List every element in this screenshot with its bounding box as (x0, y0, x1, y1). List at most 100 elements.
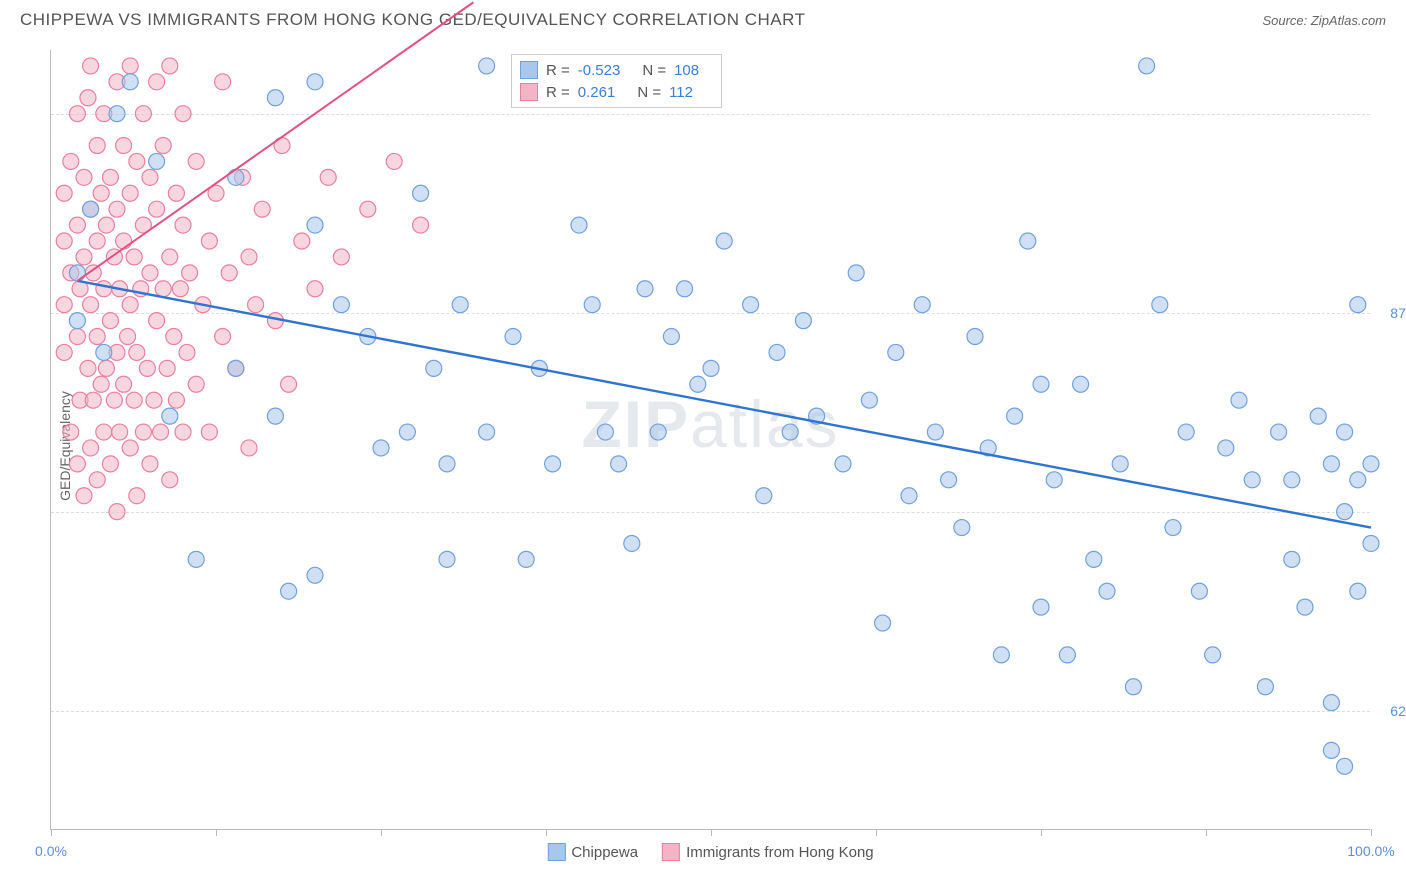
x-tick (216, 829, 217, 836)
data-point (135, 106, 151, 122)
data-point (80, 90, 96, 106)
data-point (637, 281, 653, 297)
scatter-svg (51, 50, 1370, 829)
data-point (795, 313, 811, 329)
data-point (159, 360, 175, 376)
trend-line (77, 2, 473, 281)
data-point (914, 297, 930, 313)
chart-source: Source: ZipAtlas.com (1262, 13, 1386, 28)
legend-item-1: Immigrants from Hong Kong (662, 843, 874, 861)
data-point (1007, 408, 1023, 424)
data-point (83, 58, 99, 74)
data-point (1244, 472, 1260, 488)
data-point (129, 153, 145, 169)
data-point (597, 424, 613, 440)
data-point (142, 265, 158, 281)
legend-item-0: Chippewa (547, 843, 638, 861)
data-point (954, 520, 970, 536)
data-point (307, 217, 323, 233)
data-point (102, 456, 118, 472)
data-point (426, 360, 442, 376)
data-point (267, 90, 283, 106)
stats-legend-box: R = -0.523 N = 108 R = 0.261 N = 112 (511, 54, 722, 108)
y-tick-label: 87.5% (1390, 305, 1406, 321)
data-point (769, 344, 785, 360)
data-point (142, 169, 158, 185)
chart-title: CHIPPEWA VS IMMIGRANTS FROM HONG KONG GE… (20, 10, 805, 30)
data-point (120, 329, 136, 345)
data-point (518, 551, 534, 567)
data-point (139, 360, 155, 376)
data-point (1363, 456, 1379, 472)
data-point (1284, 472, 1300, 488)
data-point (102, 169, 118, 185)
data-point (1337, 504, 1353, 520)
data-point (743, 297, 759, 313)
data-point (69, 217, 85, 233)
data-point (102, 313, 118, 329)
stat-r-0: -0.523 (578, 62, 621, 79)
data-point (56, 297, 72, 313)
data-point (155, 281, 171, 297)
data-point (452, 297, 468, 313)
x-tick (711, 829, 712, 836)
data-point (149, 313, 165, 329)
data-point (1218, 440, 1234, 456)
data-point (188, 153, 204, 169)
data-point (967, 329, 983, 345)
legend-label-1: Immigrants from Hong Kong (686, 844, 874, 861)
data-point (1297, 599, 1313, 615)
data-point (116, 138, 132, 154)
data-point (85, 392, 101, 408)
chart-header: CHIPPEWA VS IMMIGRANTS FROM HONG KONG GE… (0, 0, 1406, 36)
stat-n-label: N = (637, 84, 661, 101)
data-point (76, 249, 92, 265)
x-tick (51, 829, 52, 836)
data-point (56, 233, 72, 249)
data-point (1046, 472, 1062, 488)
data-point (153, 424, 169, 440)
data-point (89, 138, 105, 154)
data-point (126, 392, 142, 408)
trend-line (77, 281, 1371, 528)
data-point (215, 74, 231, 90)
data-point (109, 504, 125, 520)
data-point (1310, 408, 1326, 424)
data-point (122, 297, 138, 313)
data-point (63, 424, 79, 440)
stats-row-0: R = -0.523 N = 108 (520, 59, 713, 81)
data-point (122, 58, 138, 74)
data-point (281, 376, 297, 392)
data-point (1165, 520, 1181, 536)
data-point (1152, 297, 1168, 313)
data-point (1350, 297, 1366, 313)
data-point (162, 249, 178, 265)
data-point (624, 535, 640, 551)
data-point (1231, 392, 1247, 408)
data-point (875, 615, 891, 631)
x-tick (1371, 829, 1372, 836)
data-point (1178, 424, 1194, 440)
data-point (373, 440, 389, 456)
data-point (175, 424, 191, 440)
data-point (584, 297, 600, 313)
data-point (89, 472, 105, 488)
data-point (116, 376, 132, 392)
data-point (149, 201, 165, 217)
data-point (320, 169, 336, 185)
data-point (413, 217, 429, 233)
data-point (294, 233, 310, 249)
data-point (76, 169, 92, 185)
data-point (1350, 583, 1366, 599)
data-point (96, 424, 112, 440)
y-tick-label: 62.5% (1390, 703, 1406, 719)
data-point (941, 472, 957, 488)
data-point (175, 217, 191, 233)
x-tick (546, 829, 547, 836)
data-point (1337, 424, 1353, 440)
data-point (1323, 695, 1339, 711)
stat-r-label: R = (546, 62, 570, 79)
data-point (182, 265, 198, 281)
data-point (129, 488, 145, 504)
data-point (1323, 456, 1339, 472)
